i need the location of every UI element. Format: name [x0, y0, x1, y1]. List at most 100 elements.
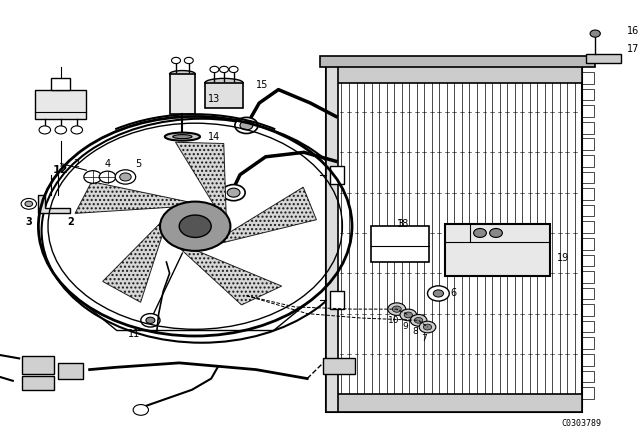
Bar [582, 72, 594, 84]
Polygon shape [75, 181, 198, 213]
Circle shape [415, 317, 423, 323]
Circle shape [490, 228, 502, 237]
Polygon shape [212, 187, 316, 246]
Bar [330, 291, 344, 309]
Bar [582, 238, 594, 250]
Circle shape [404, 312, 413, 318]
Circle shape [141, 314, 160, 327]
Bar [330, 166, 344, 184]
Circle shape [428, 286, 449, 301]
Bar [582, 271, 594, 283]
Circle shape [410, 314, 427, 326]
Bar [326, 63, 338, 412]
Ellipse shape [173, 134, 192, 139]
Bar [582, 138, 594, 150]
Text: 10: 10 [388, 316, 399, 325]
Text: 3: 3 [397, 219, 403, 229]
Ellipse shape [170, 70, 195, 77]
Text: 2: 2 [67, 217, 74, 227]
Circle shape [42, 119, 362, 343]
Circle shape [474, 228, 486, 237]
Bar [582, 337, 594, 349]
Circle shape [25, 201, 33, 207]
Bar [582, 172, 594, 183]
Text: 16: 16 [627, 26, 639, 36]
Circle shape [133, 405, 148, 415]
Bar [582, 304, 594, 316]
Circle shape [227, 188, 240, 197]
Bar [35, 90, 86, 119]
Ellipse shape [165, 133, 200, 141]
Circle shape [179, 215, 211, 237]
Text: 17: 17 [627, 44, 639, 54]
Text: 3: 3 [26, 217, 32, 227]
Circle shape [172, 57, 180, 64]
Circle shape [21, 198, 36, 209]
Bar [582, 155, 594, 167]
Text: C0303789: C0303789 [562, 419, 602, 428]
Circle shape [39, 126, 51, 134]
Circle shape [229, 66, 238, 73]
Bar [320, 56, 595, 67]
Circle shape [590, 30, 600, 37]
Text: 7: 7 [422, 334, 427, 343]
Bar [323, 358, 355, 374]
Text: 8: 8 [413, 327, 418, 336]
Circle shape [424, 324, 432, 330]
Text: 9: 9 [403, 322, 408, 331]
Bar [582, 288, 594, 299]
Circle shape [392, 306, 401, 312]
Bar [582, 387, 594, 399]
Text: 11: 11 [128, 329, 141, 339]
Bar [582, 254, 594, 266]
Circle shape [71, 126, 83, 134]
Circle shape [220, 66, 228, 73]
Bar [326, 63, 582, 412]
Circle shape [55, 126, 67, 134]
Text: 2: 2 [74, 159, 80, 168]
Circle shape [222, 185, 245, 201]
Bar [582, 370, 594, 382]
Text: 18: 18 [397, 219, 410, 229]
Bar [582, 354, 594, 366]
Circle shape [400, 309, 417, 321]
Polygon shape [174, 243, 282, 305]
Bar [586, 54, 621, 63]
Circle shape [240, 121, 253, 130]
Bar [445, 224, 550, 276]
Circle shape [146, 317, 155, 323]
Text: 4: 4 [104, 159, 111, 168]
Circle shape [115, 170, 136, 184]
Bar [51, 78, 70, 90]
Text: 6: 6 [450, 289, 456, 298]
Text: 5: 5 [135, 159, 141, 168]
Ellipse shape [205, 78, 243, 87]
Bar [22, 376, 54, 390]
Bar [582, 321, 594, 332]
Bar [326, 394, 582, 412]
Circle shape [84, 171, 102, 183]
Circle shape [184, 57, 193, 64]
Circle shape [210, 66, 219, 73]
Bar [582, 205, 594, 216]
Circle shape [388, 303, 406, 315]
Bar [205, 83, 243, 108]
Bar [582, 188, 594, 200]
Polygon shape [38, 195, 70, 213]
Polygon shape [102, 217, 166, 302]
Circle shape [419, 321, 436, 333]
Circle shape [160, 202, 230, 251]
Bar [326, 63, 582, 83]
Bar [22, 356, 54, 374]
Bar [582, 105, 594, 117]
Circle shape [120, 173, 131, 181]
Text: 12: 12 [53, 165, 68, 175]
Circle shape [99, 171, 116, 183]
Circle shape [433, 290, 444, 297]
Text: 13: 13 [208, 94, 220, 103]
Bar [170, 74, 195, 114]
Polygon shape [175, 142, 227, 221]
Bar [582, 221, 594, 233]
Bar [582, 89, 594, 100]
Bar [371, 226, 429, 262]
